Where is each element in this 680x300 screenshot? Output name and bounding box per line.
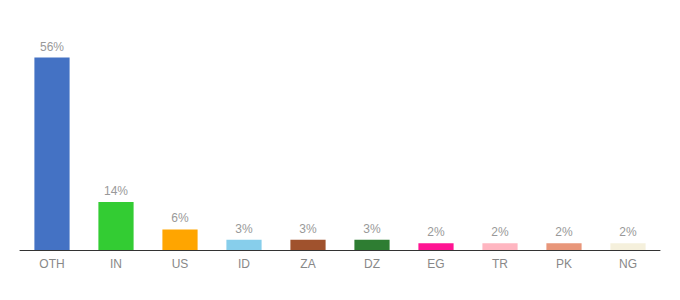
svg-text:2%: 2% [427, 225, 445, 239]
svg-text:NG: NG [619, 257, 637, 271]
svg-text:TR: TR [492, 257, 508, 271]
svg-text:3%: 3% [299, 222, 317, 236]
svg-text:PK: PK [556, 257, 572, 271]
svg-text:2%: 2% [619, 225, 637, 239]
svg-text:US: US [172, 257, 189, 271]
svg-text:ID: ID [238, 257, 250, 271]
svg-text:56%: 56% [40, 40, 64, 54]
svg-text:IN: IN [110, 257, 122, 271]
svg-text:2%: 2% [555, 225, 573, 239]
svg-text:3%: 3% [235, 222, 253, 236]
svg-text:6%: 6% [171, 211, 189, 225]
svg-text:14%: 14% [104, 184, 128, 198]
svg-text:3%: 3% [363, 222, 381, 236]
svg-text:DZ: DZ [364, 257, 380, 271]
svg-text:EG: EG [427, 257, 444, 271]
svg-text:2%: 2% [491, 225, 509, 239]
svg-text:ZA: ZA [300, 257, 315, 271]
svg-text:OTH: OTH [39, 257, 64, 271]
